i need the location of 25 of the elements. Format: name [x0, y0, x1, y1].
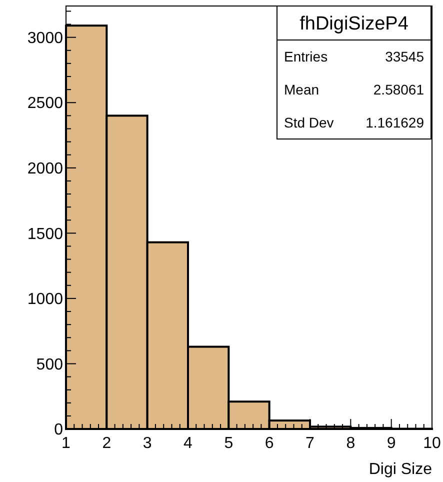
y-tick-label: 0	[54, 422, 64, 439]
annotation: Mean	[284, 81, 320, 98]
x-tick-label: 3	[142, 435, 152, 452]
x-tick-label: 9	[386, 435, 396, 452]
x-axis-title: Digi Size	[368, 461, 432, 478]
annotation: 33545	[385, 48, 424, 64]
y-tick-label: 500	[36, 356, 64, 374]
x-tick-label: 8	[346, 435, 356, 452]
annotation: Entries	[284, 48, 328, 64]
x-tick-label: 6	[264, 435, 274, 452]
annotation: 2.58061	[373, 81, 424, 98]
x-tick-label: 1	[62, 435, 71, 452]
x-tick-label: 7	[306, 435, 315, 452]
chart-title: fhDigiSizeP4	[300, 14, 409, 35]
y-tick-label: 2000	[27, 160, 64, 178]
x-tick-label: 4	[184, 435, 193, 452]
annotation: 1.161629	[366, 114, 424, 130]
y-tick-label: 3000	[27, 30, 64, 47]
annotation: Std Dev	[284, 114, 334, 130]
y-tick-label: 1000	[27, 291, 64, 308]
x-tick-label: 2	[102, 435, 112, 452]
y-tick-label: 1500	[27, 226, 64, 243]
x-tick-label: 5	[224, 435, 234, 452]
x-tick-label: 10	[423, 435, 441, 452]
y-tick-label: 2500	[27, 95, 64, 112]
